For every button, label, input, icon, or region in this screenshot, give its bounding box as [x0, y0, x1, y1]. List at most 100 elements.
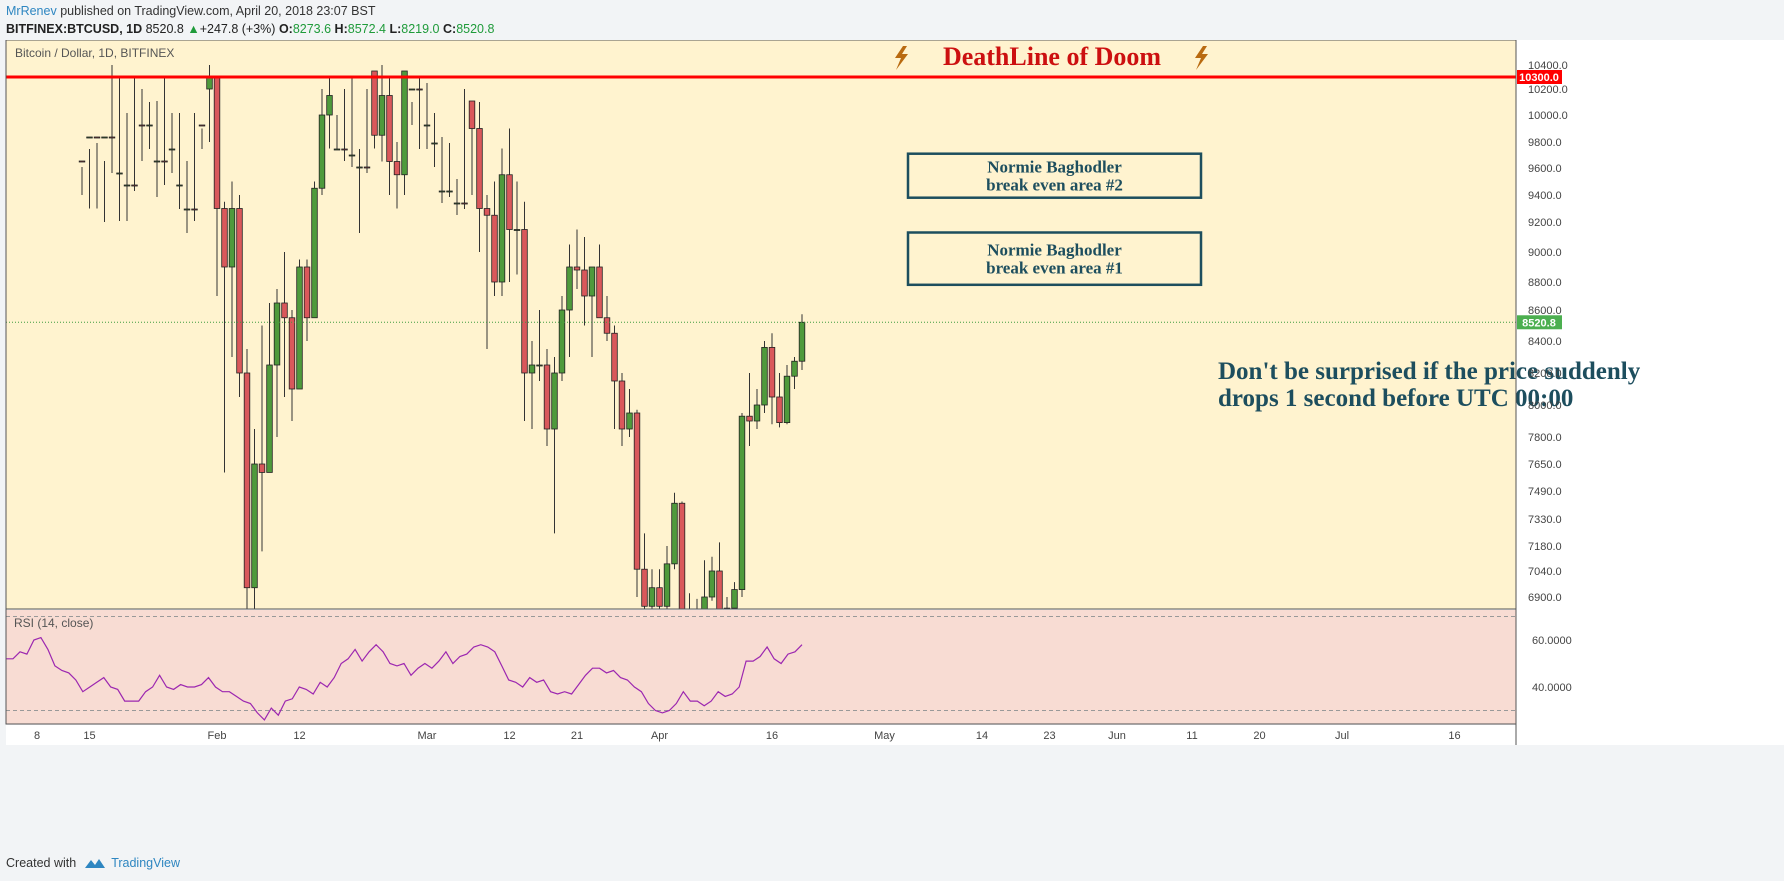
candle-up[interactable] — [453, 202, 461, 205]
candle-up[interactable] — [318, 114, 326, 189]
candle-down[interactable] — [618, 380, 626, 430]
candle-up[interactable] — [348, 154, 356, 157]
candle-up[interactable] — [753, 404, 761, 422]
candle-down[interactable] — [371, 70, 378, 136]
candle-down[interactable] — [716, 570, 723, 619]
candle-down[interactable] — [386, 95, 393, 162]
candle-down[interactable] — [243, 372, 251, 589]
price-tick-label: 8800.0 — [1528, 277, 1562, 289]
candle-up[interactable] — [671, 502, 678, 565]
candle-up[interactable] — [273, 302, 281, 366]
lightning-bolt-icon — [1195, 46, 1208, 70]
candle-up[interactable] — [431, 142, 438, 145]
candle-up[interactable] — [551, 372, 558, 430]
candle-down[interactable] — [198, 124, 206, 127]
candle-down[interactable] — [603, 317, 611, 334]
candle-down[interactable] — [581, 269, 588, 297]
candle-up[interactable] — [146, 124, 153, 127]
candle-down[interactable] — [633, 412, 641, 570]
candle-up[interactable] — [333, 148, 341, 151]
author-link[interactable]: MrRenev — [6, 4, 57, 18]
candle-up[interactable] — [408, 88, 416, 91]
candle-down[interactable] — [656, 587, 663, 607]
candle-down[interactable] — [138, 124, 146, 127]
price-tick-label: 7040.0 — [1528, 566, 1562, 578]
candle-down[interactable] — [303, 266, 311, 319]
candle-down[interactable] — [476, 128, 483, 209]
candle-down[interactable] — [236, 208, 243, 374]
candle-down[interactable] — [78, 160, 86, 163]
candle-up[interactable] — [101, 136, 108, 139]
candle-down[interactable] — [468, 100, 476, 129]
candle-up[interactable] — [648, 587, 656, 607]
candle-up[interactable] — [791, 360, 798, 377]
candle-up[interactable] — [228, 208, 236, 268]
candle-up[interactable] — [401, 70, 408, 176]
candle-down[interactable] — [596, 266, 603, 319]
candle-up[interactable] — [513, 229, 521, 231]
candle-down[interactable] — [611, 332, 618, 382]
candle-up[interactable] — [116, 172, 123, 175]
candle-down[interactable] — [131, 184, 138, 187]
candle-up[interactable] — [566, 266, 573, 311]
candle-up[interactable] — [783, 375, 791, 424]
candle-up[interactable] — [86, 136, 93, 139]
candle-up[interactable] — [326, 95, 333, 116]
candle-up[interactable] — [708, 570, 716, 598]
candle-down[interactable] — [461, 202, 468, 205]
candle-up[interactable] — [153, 160, 161, 163]
candle-up[interactable] — [378, 95, 386, 136]
candle-up[interactable] — [738, 415, 746, 590]
candle-down[interactable] — [678, 502, 686, 615]
candle-down[interactable] — [521, 229, 528, 374]
candle-down[interactable] — [393, 161, 401, 176]
candle-up[interactable] — [123, 184, 131, 187]
candle-up[interactable] — [423, 124, 431, 127]
candle-up[interactable] — [356, 166, 363, 169]
candle-down[interactable] — [483, 208, 491, 216]
candle-down[interactable] — [416, 88, 423, 91]
candle-down[interactable] — [341, 148, 348, 151]
candle-up[interactable] — [558, 309, 566, 374]
candle-down[interactable] — [161, 160, 168, 163]
candle-down[interactable] — [288, 317, 296, 390]
candle-down[interactable] — [93, 136, 101, 139]
candle-up[interactable] — [731, 589, 738, 609]
candle-down[interactable] — [573, 266, 581, 271]
candle-down[interactable] — [746, 415, 753, 422]
candle-down[interactable] — [281, 302, 288, 319]
candle-down[interactable] — [776, 396, 783, 424]
tradingview-link[interactable]: TradingView — [84, 856, 180, 870]
candle-up[interactable] — [701, 596, 708, 649]
candle-up[interactable] — [311, 187, 318, 319]
candle-down[interactable] — [108, 136, 116, 139]
candle-down[interactable] — [221, 208, 228, 268]
candle-up[interactable] — [761, 346, 768, 406]
candle-up[interactable] — [176, 184, 183, 187]
candle-down[interactable] — [491, 214, 498, 283]
candle-down[interactable] — [543, 364, 551, 430]
candle-up[interactable] — [798, 321, 806, 362]
candle-up[interactable] — [626, 412, 633, 430]
candle-up[interactable] — [251, 463, 258, 589]
candle-up[interactable] — [588, 266, 596, 297]
candle-up[interactable] — [528, 364, 536, 374]
candle-down[interactable] — [506, 174, 513, 230]
candle-up[interactable] — [266, 364, 273, 473]
candle-down[interactable] — [363, 166, 371, 169]
candle-up[interactable] — [446, 190, 453, 193]
candle-up[interactable] — [663, 563, 671, 607]
candle-up[interactable] — [206, 76, 213, 90]
candle-down[interactable] — [258, 463, 266, 473]
candle-up[interactable] — [168, 148, 176, 151]
candle-up[interactable] — [438, 190, 446, 193]
candle-up[interactable] — [498, 174, 506, 283]
candle-up[interactable] — [296, 266, 303, 390]
candle-down[interactable] — [641, 568, 648, 607]
candle-down[interactable] — [768, 346, 776, 398]
candle-up[interactable] — [183, 208, 191, 211]
candle-down[interactable] — [213, 76, 221, 209]
candle-up[interactable] — [536, 364, 543, 367]
candle-down[interactable] — [191, 208, 198, 211]
